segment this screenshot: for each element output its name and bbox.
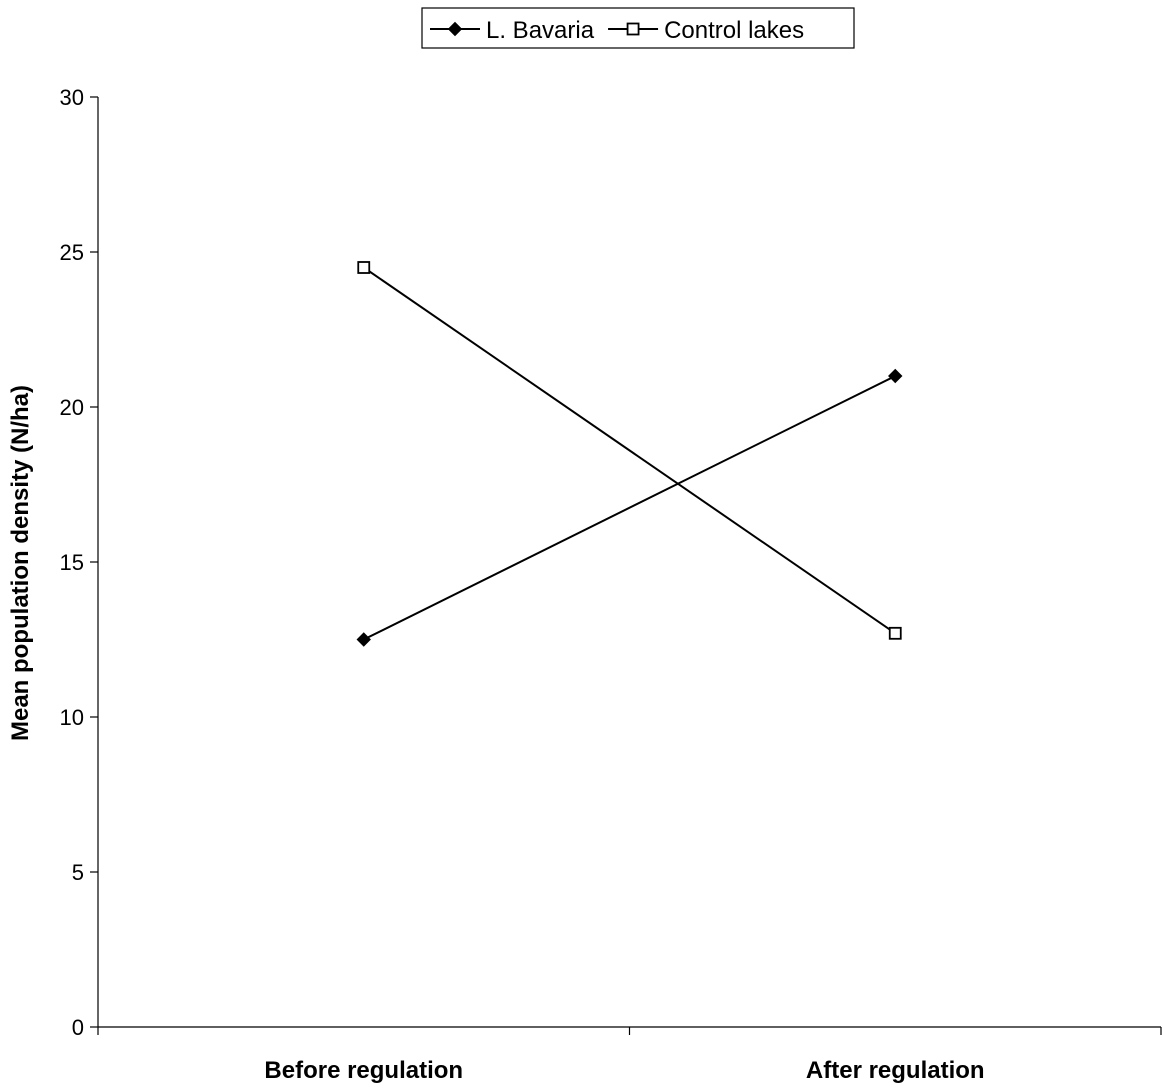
y-axis-title: Mean population density (N/ha): [7, 385, 34, 741]
data-point-marker: [356, 632, 371, 647]
data-point-marker: [888, 368, 903, 384]
legend: L. Bavaria Control lakes: [421, 7, 855, 49]
legend-marker: [447, 21, 463, 37]
y-tick-label: 20: [60, 395, 84, 420]
series-line: [363, 375, 896, 641]
y-tick-label: 10: [60, 705, 84, 730]
legend-item-l-bavaria: L. Bavaria: [430, 17, 595, 44]
legend-label: L. Bavaria: [486, 17, 595, 44]
data-point-marker: [357, 261, 371, 274]
y-tick-label: 15: [60, 550, 84, 575]
plot-area: [356, 261, 903, 647]
series-line: [363, 266, 896, 635]
legend-item-control-lakes: Control lakes: [608, 17, 804, 44]
y-tick-label: 0: [72, 1015, 84, 1040]
series-control-lakes: [357, 261, 902, 640]
legend-label: Control lakes: [664, 17, 804, 44]
y-tick-label: 25: [60, 240, 84, 265]
legend-marker: [626, 22, 640, 36]
x-category-label: Before regulation: [264, 1057, 463, 1084]
x-category-label: After regulation: [806, 1057, 985, 1084]
y-tick-label: 5: [72, 860, 84, 885]
y-axis-ticks: 0 5 10 15 20 25 30: [60, 85, 98, 1040]
x-axis-ticks: Before regulation After regulation: [97, 1027, 1162, 1084]
y-tick-label: 30: [60, 85, 84, 110]
series-l-bavaria: [356, 368, 903, 647]
data-point-marker: [888, 626, 902, 640]
